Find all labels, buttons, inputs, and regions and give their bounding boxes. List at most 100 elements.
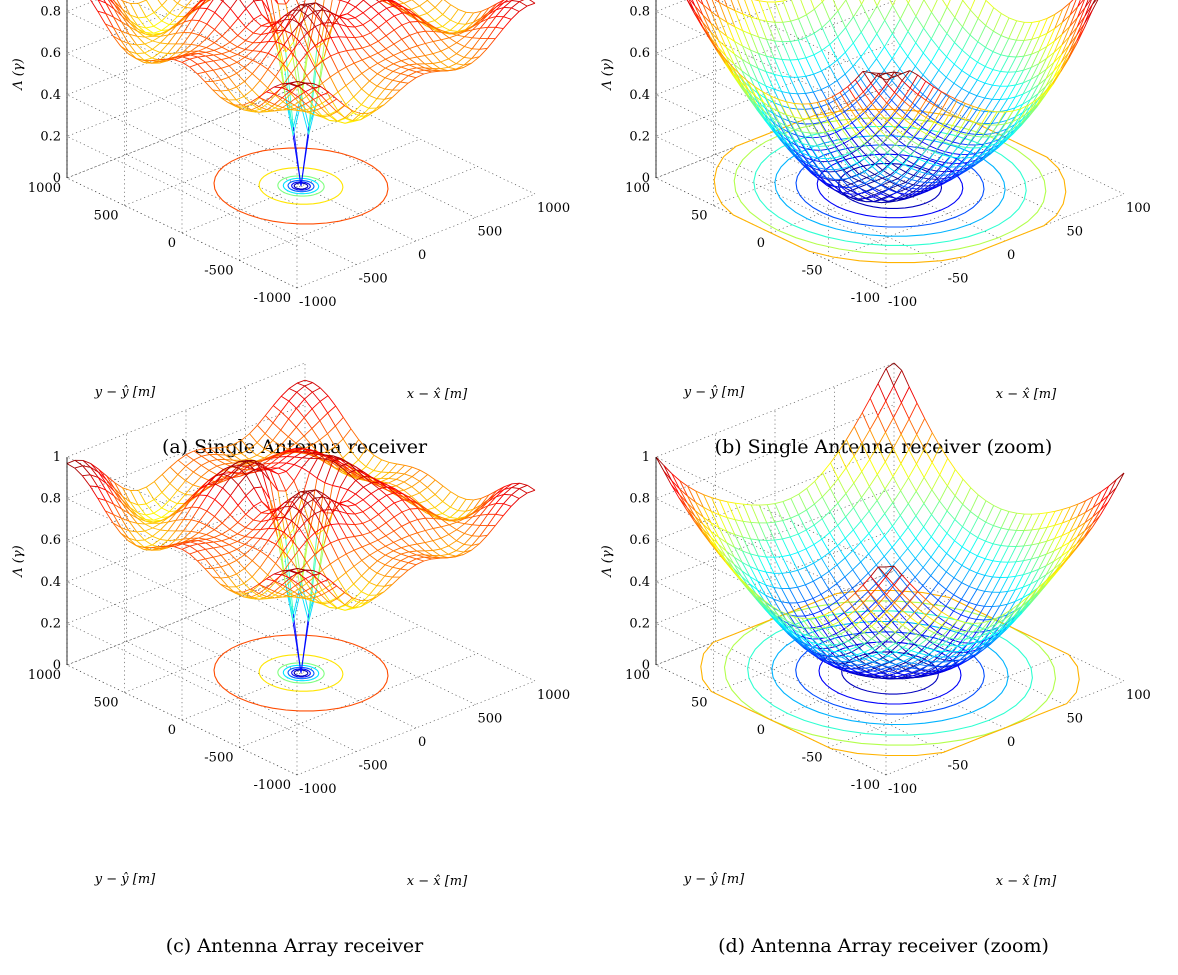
y-tick-label: 0 xyxy=(757,723,765,738)
contour-line xyxy=(774,135,1006,237)
surface-mesh xyxy=(686,0,1099,204)
caption-a: (a) Single Antenna receiver xyxy=(161,436,428,458)
contour-line xyxy=(795,144,985,228)
y-tick-label: -500 xyxy=(204,751,233,766)
y-tick-label: 100 xyxy=(625,181,650,196)
x-tick-label: 0 xyxy=(1007,735,1015,750)
x-tick-label: -500 xyxy=(359,272,388,287)
x-tick-label: 100 xyxy=(1126,201,1151,216)
contour-line xyxy=(291,181,311,191)
plot-area: 00.20.40.60.81-100-50050100-100-50050100… xyxy=(600,0,1151,402)
surface-plot-b-svg: 00.20.40.60.81-100-50050100-100-50050100… xyxy=(600,0,1151,402)
contour-line xyxy=(293,182,309,190)
plot-area: 00.20.40.60.81-1000-50005001000-1000-500… xyxy=(11,362,570,889)
contour-line xyxy=(747,610,1033,736)
floor-contours xyxy=(213,147,389,225)
x-tick-label: 0 xyxy=(418,735,426,750)
caption-c: (c) Antenna Array receiver xyxy=(165,935,424,957)
y-tick-label: 0 xyxy=(757,236,765,251)
contour-line xyxy=(282,177,320,195)
surface-plot-c: 0 0.2 0.4 0.6 0.8 1 -1000 -500 0 500 1000 -1000 -500… xyxy=(0,362,589,974)
z-tick-label: 0 xyxy=(642,658,650,673)
x-tick-label: 500 xyxy=(478,712,503,727)
surface-plot-d-svg: 0 0.2 0.4 0.6 0.8 1 -100 -50 0 50 100 -100 -50 0 50 100… xyxy=(600,362,1151,889)
x-tick-label: -100 xyxy=(888,295,917,310)
z-tick-label: 0.4 xyxy=(40,88,61,103)
z-tick-label: 0 xyxy=(642,171,650,186)
z-tick-label: 0.2 xyxy=(40,129,61,144)
z-tick-label: 0.2 xyxy=(40,616,61,631)
contour-line xyxy=(753,126,1027,246)
z-axis-label: Λ (γ) xyxy=(11,58,26,90)
y-axis-label: y − ŷ [m] xyxy=(683,872,745,887)
floor-contours xyxy=(713,108,1067,264)
x-tick-label: -1000 xyxy=(299,295,336,310)
plot-area: 00.20.40.60.81-100-50050100-100-50050100… xyxy=(600,362,1151,889)
z-tick-label: 0.2 xyxy=(629,129,650,144)
z-tick-label: 1 xyxy=(642,450,650,465)
y-tick-label: 1000 xyxy=(28,181,61,196)
contour-line xyxy=(258,167,344,205)
contour-line xyxy=(816,153,964,219)
z-tick-label: 0.6 xyxy=(40,533,61,548)
z-tick-label: 0.4 xyxy=(629,575,650,590)
x-tick-label: -50 xyxy=(948,272,969,287)
y-tick-label: 100 xyxy=(625,668,650,683)
surface-plot-a: 0 0.2 0.4 0.6 0.8 1 -1000 -500 0 500 1000 -1000 -500… xyxy=(0,0,589,487)
y-tick-label: 1000 xyxy=(28,668,61,683)
z-tick-label: 0.2 xyxy=(629,616,650,631)
y-tick-label: 500 xyxy=(94,696,119,711)
x-tick-label: 1000 xyxy=(537,688,570,703)
contour-line xyxy=(277,175,325,197)
contour-line xyxy=(282,664,320,682)
x-tick-label: 50 xyxy=(1067,225,1084,240)
contour-line xyxy=(213,634,389,712)
surface-plot-c-svg: 0 0.2 0.4 0.6 0.8 1 -1000 -500 0 500 1000 -1000 -500… xyxy=(11,362,570,889)
z-axis-label: Λ (γ) xyxy=(11,545,26,577)
y-tick-label: -1000 xyxy=(254,291,291,306)
surface-mesh xyxy=(655,362,1125,680)
z-tick-label: 1 xyxy=(53,450,61,465)
surface-plot-b: 0 0.2 0.4 0.6 0.8 1 -100 -50 0 50 100 -100 -50 0 50 100… xyxy=(589,0,1178,487)
x-tick-label: 0 xyxy=(418,248,426,263)
contour-line xyxy=(287,179,315,193)
contour-line xyxy=(277,662,325,684)
y-axis-label: y − ŷ [m] xyxy=(94,385,156,400)
contour-line xyxy=(287,666,315,680)
x-tick-label: 50 xyxy=(1067,712,1084,727)
z-tick-label: 0.6 xyxy=(629,533,650,548)
surface-plot-d: 0 0.2 0.4 0.6 0.8 1 -100 -50 0 50 100 -100 -50 0 50 100… xyxy=(589,362,1178,974)
contour-line xyxy=(293,669,309,677)
contour-line xyxy=(213,147,389,225)
caption-d: (d) Antenna Array receiver (zoom) xyxy=(718,935,1049,957)
contour-line xyxy=(771,620,1009,726)
contour-line xyxy=(795,631,985,715)
x-tick-label: 1000 xyxy=(537,201,570,216)
x-axis-label: x − x̂ [m] xyxy=(407,387,468,402)
y-tick-label: -50 xyxy=(802,751,823,766)
plot-area: 00.20.40.60.81-1000-50005001000-1000-500… xyxy=(11,0,570,402)
contour-line xyxy=(837,163,943,209)
z-tick-label: 0.8 xyxy=(40,492,61,507)
x-axis-label: x − x̂ [m] xyxy=(996,874,1057,889)
y-tick-label: 500 xyxy=(94,209,119,224)
floor-contours xyxy=(213,634,389,712)
z-axis-label: Λ (γ) xyxy=(600,545,615,577)
x-axis-label: x − x̂ [m] xyxy=(996,387,1057,402)
contour-line xyxy=(258,654,344,692)
z-tick-label: 0.6 xyxy=(629,46,650,61)
y-tick-label: 0 xyxy=(168,236,176,251)
surface-mesh xyxy=(90,0,536,187)
x-axis-label: x − x̂ [m] xyxy=(407,874,468,889)
contour-line xyxy=(291,668,311,678)
y-tick-label: -50 xyxy=(802,264,823,279)
x-tick-label: 0 xyxy=(1007,248,1015,263)
z-axis-label: Λ (γ) xyxy=(600,58,615,90)
y-axis-label: y − ŷ [m] xyxy=(94,872,156,887)
z-tick-label: 0.4 xyxy=(629,88,650,103)
z-tick-label: 0 xyxy=(53,171,61,186)
caption-b: (b) Single Antenna receiver (zoom) xyxy=(714,436,1053,458)
floor-contours xyxy=(700,589,1080,757)
surface-mesh xyxy=(66,379,536,674)
z-tick-label: 0.4 xyxy=(40,575,61,590)
